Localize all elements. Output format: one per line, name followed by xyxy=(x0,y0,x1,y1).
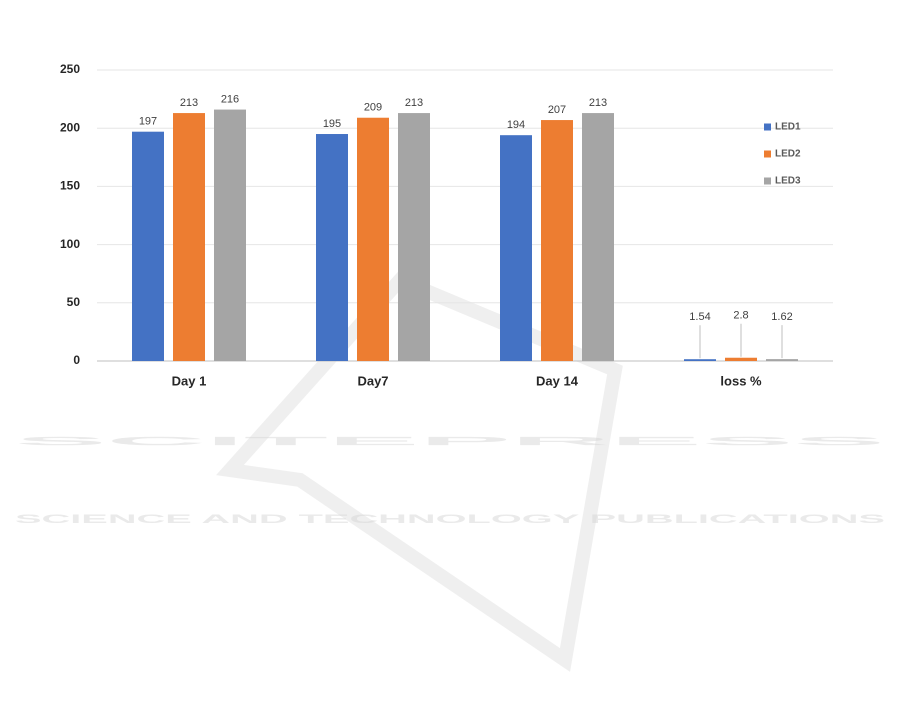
data-label: 195 xyxy=(323,118,341,130)
data-label: 197 xyxy=(139,116,157,128)
watermark-subtitle: SCIENCE AND TECHNOLOGY PUBLICATIONS xyxy=(15,512,885,526)
bar xyxy=(500,135,532,361)
plot-area: 0 50 100 150 200 250 Day 1 197 213 216 Day7 195 209 2… xyxy=(60,62,833,388)
bar xyxy=(132,131,164,361)
y-tick-label: 200 xyxy=(60,120,80,134)
legend-label: LED2 xyxy=(775,149,801,160)
legend-swatch xyxy=(764,150,771,158)
bar xyxy=(725,357,757,361)
y-tick-label: 100 xyxy=(60,237,80,251)
legend-swatch xyxy=(764,123,771,131)
x-tick-label: Day7 xyxy=(357,373,388,388)
bar xyxy=(357,117,389,361)
watermark-title: SCITEPRESS xyxy=(15,434,885,448)
bar xyxy=(684,359,716,361)
bar xyxy=(541,120,573,361)
bar xyxy=(214,109,246,362)
bar xyxy=(173,113,205,362)
data-label: 213 xyxy=(405,97,423,109)
y-tick-label: 250 xyxy=(60,62,80,76)
legend-swatch xyxy=(764,177,771,185)
data-label: 213 xyxy=(589,97,607,109)
bar xyxy=(398,113,430,362)
legend-label: LED1 xyxy=(775,122,801,133)
data-label: 209 xyxy=(364,102,382,114)
legend-label: LED3 xyxy=(775,176,801,187)
data-label: 2.8 xyxy=(733,310,748,322)
bar xyxy=(582,113,614,362)
data-label: 194 xyxy=(507,119,525,131)
data-label: 213 xyxy=(180,97,198,109)
x-tick-label: Day 14 xyxy=(536,373,579,388)
y-tick-label: 0 xyxy=(73,353,80,367)
data-label: 1.54 xyxy=(689,311,710,323)
watermark-shape xyxy=(216,271,623,672)
y-tick-label: 150 xyxy=(60,179,80,193)
bar xyxy=(316,134,348,361)
x-tick-label: Day 1 xyxy=(172,373,207,388)
y-tick-label: 50 xyxy=(67,295,81,309)
bar xyxy=(766,359,798,361)
data-label: 1.62 xyxy=(771,311,792,323)
data-label: 207 xyxy=(548,104,566,116)
x-tick-label: loss % xyxy=(720,373,762,388)
data-label: 216 xyxy=(221,93,239,105)
